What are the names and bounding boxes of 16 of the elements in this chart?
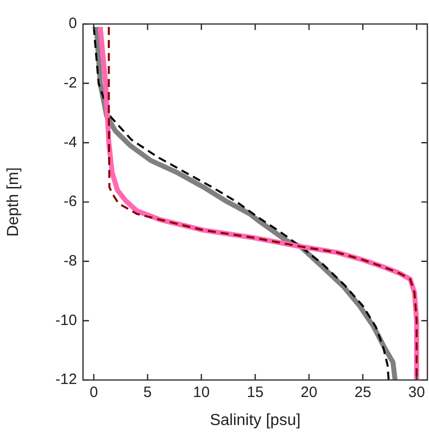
y-tick-label: -6: [64, 193, 77, 210]
x-tick-label: 5: [143, 384, 152, 402]
y-tick-label: -2: [64, 74, 77, 92]
y-tick-label: -8: [64, 252, 77, 270]
x-tick-label: 0: [90, 384, 98, 402]
x-tick-label: 15: [246, 384, 264, 402]
y-tick-label: -4: [64, 134, 77, 151]
y-axis-title: Depth [m]: [5, 167, 22, 237]
x-tick-label: 10: [193, 384, 210, 402]
y-tick-label: -12: [55, 371, 77, 388]
x-axis-title: Salinity [psu]: [210, 412, 301, 429]
y-tick-label: 0: [68, 15, 77, 32]
x-tick-label: 20: [300, 384, 318, 402]
x-tick-label: 25: [354, 384, 372, 402]
x-tick-label: 30: [408, 384, 425, 402]
y-tick-label: -10: [55, 312, 77, 329]
